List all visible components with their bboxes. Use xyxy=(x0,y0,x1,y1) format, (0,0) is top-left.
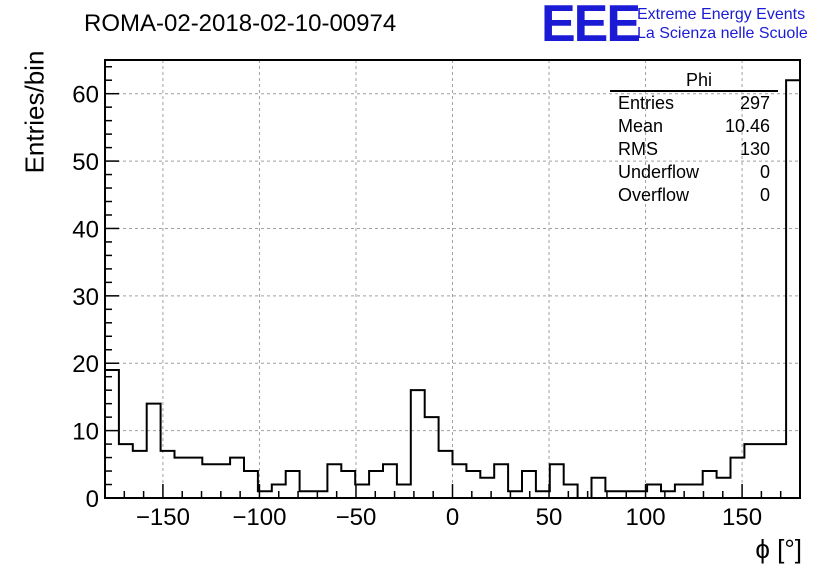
stats-value: 130 xyxy=(739,139,770,159)
stats-row-underflow: Underflow 0 xyxy=(610,161,778,184)
stats-label: Mean xyxy=(618,116,664,136)
stats-label: Underflow xyxy=(618,162,700,182)
histogram-bin xyxy=(314,491,328,498)
histogram-bin xyxy=(564,485,578,498)
histogram-bin xyxy=(647,485,661,498)
histogram-bin xyxy=(480,478,494,498)
histogram-bin xyxy=(758,444,772,498)
histogram-bin xyxy=(439,451,453,498)
histogram-bin xyxy=(522,471,536,498)
eee-logo: EEE xyxy=(541,0,641,53)
histogram-bin xyxy=(202,464,216,498)
y-tick-label: 40 xyxy=(72,216,99,243)
stats-value: 297 xyxy=(739,93,770,113)
y-tick-label: 10 xyxy=(72,419,99,446)
x-tick-label: −150 xyxy=(136,504,190,531)
x-tick-label: 100 xyxy=(626,504,666,531)
stats-box: Phi Entries 297 Mean 10.46 RMS 130 Under… xyxy=(610,70,778,207)
chart-title: ROMA-02-2018-02-10-00974 xyxy=(84,10,397,37)
histogram-bin xyxy=(175,458,189,498)
y-tick-label: 0 xyxy=(86,486,99,513)
x-tick-label: 150 xyxy=(722,504,762,531)
logo-caption-line2: La Scienza nelle Scuole xyxy=(637,25,808,42)
stats-row-entries: Entries 297 xyxy=(610,92,778,115)
histogram-bin xyxy=(300,491,314,498)
histogram-bin xyxy=(425,417,439,498)
x-tick-label: −100 xyxy=(232,504,286,531)
x-tick-label: −50 xyxy=(336,504,377,531)
histogram-bin xyxy=(369,471,383,498)
stats-value: 10.46 xyxy=(724,116,770,136)
histogram-bin xyxy=(772,444,786,498)
stats-label: RMS xyxy=(618,139,658,159)
stats-value: 0 xyxy=(759,185,770,205)
histogram-bins xyxy=(104,79,801,499)
stats-row-mean: Mean 10.46 xyxy=(610,115,778,138)
stats-box-title: Phi xyxy=(610,70,778,92)
histogram-bin xyxy=(105,370,119,498)
histogram-bin xyxy=(703,471,717,498)
histogram-bin xyxy=(717,478,731,498)
stats-label: Overflow xyxy=(618,185,690,205)
histogram-bin xyxy=(494,464,508,498)
histogram-bin xyxy=(786,80,800,498)
histogram-bin xyxy=(744,444,758,498)
y-tick-label: 60 xyxy=(72,82,99,109)
histogram-bin xyxy=(536,491,550,498)
x-tick-label: 50 xyxy=(536,504,563,531)
histogram-bin xyxy=(689,485,703,498)
histogram-outline xyxy=(104,79,801,499)
histogram-bin xyxy=(230,458,244,498)
histogram-bin xyxy=(661,491,675,498)
histogram-bin xyxy=(397,485,411,498)
y-tick-label: 50 xyxy=(72,149,99,176)
axis-ticks: −150 −100 −50 0 50 100 150 0 10 20 30 40 50 60 xyxy=(72,65,782,531)
grid-lines xyxy=(105,60,800,498)
histogram-bin xyxy=(411,390,425,498)
logo-caption-line1: Extreme Energy Events xyxy=(637,6,806,23)
stats-row-rms: RMS 130 xyxy=(610,138,778,161)
histogram-bin xyxy=(341,471,355,498)
stats-value: 0 xyxy=(759,162,770,182)
histogram-bin xyxy=(133,451,147,498)
histogram-bin xyxy=(119,444,133,498)
histogram-bin xyxy=(466,471,480,498)
x-tick-label: 0 xyxy=(446,504,459,531)
y-tick-label: 20 xyxy=(72,351,99,378)
histogram-bin xyxy=(216,464,230,498)
histogram-bin xyxy=(550,464,564,498)
histogram-bin xyxy=(675,485,689,498)
histogram-bin xyxy=(592,478,606,498)
y-axis-label: Entries/bin xyxy=(19,50,50,174)
stats-label: Entries xyxy=(618,93,675,113)
histogram-bin xyxy=(355,485,369,498)
histogram-bin xyxy=(327,464,341,498)
histogram-bin xyxy=(453,464,467,498)
histogram-bin xyxy=(147,404,161,498)
x-axis-label: ϕ [°] xyxy=(755,534,802,564)
stats-row-overflow: Overflow 0 xyxy=(610,184,778,207)
histogram-bin xyxy=(244,471,258,498)
histogram-bin xyxy=(188,458,202,498)
y-tick-label: 30 xyxy=(72,284,99,311)
